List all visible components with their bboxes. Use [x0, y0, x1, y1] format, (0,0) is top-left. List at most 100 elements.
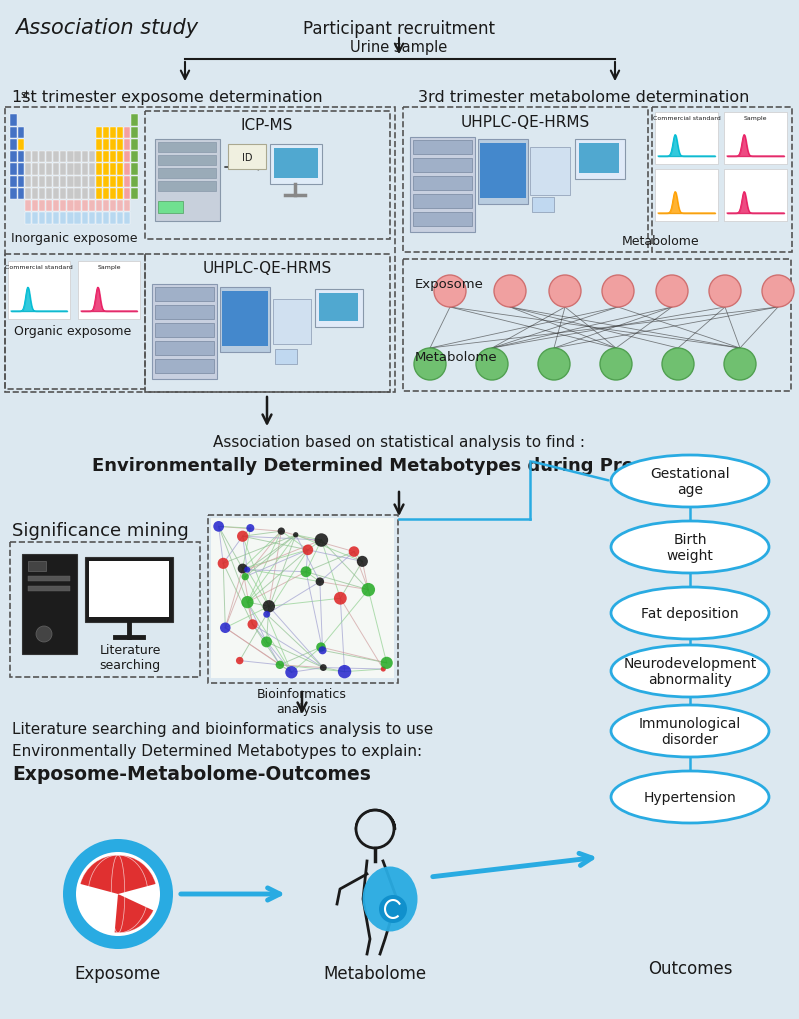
- Text: Sample: Sample: [744, 116, 767, 121]
- Bar: [89, 152, 95, 163]
- Text: ICP-MS: ICP-MS: [240, 118, 293, 132]
- Circle shape: [538, 348, 570, 381]
- Bar: [89, 189, 95, 200]
- Text: 3rd trimester metabolome determination: 3rd trimester metabolome determination: [418, 90, 749, 105]
- Bar: [131, 140, 137, 151]
- Bar: [413, 159, 472, 173]
- Text: Association based on statistical analysis to find :: Association based on statistical analysi…: [213, 434, 585, 449]
- Bar: [652, 108, 792, 253]
- Bar: [96, 152, 102, 163]
- Text: st: st: [20, 90, 29, 100]
- Bar: [28, 561, 46, 572]
- Bar: [124, 189, 130, 200]
- Bar: [274, 149, 318, 178]
- Text: Urine sample: Urine sample: [351, 40, 447, 55]
- Bar: [46, 152, 52, 163]
- Bar: [131, 189, 137, 200]
- Circle shape: [600, 348, 632, 381]
- Bar: [74, 176, 81, 187]
- Text: Exposome-Metabolome-Outcomes: Exposome-Metabolome-Outcomes: [12, 764, 371, 784]
- Circle shape: [277, 528, 285, 535]
- Bar: [110, 213, 117, 224]
- Circle shape: [724, 348, 756, 381]
- Circle shape: [217, 558, 229, 570]
- Circle shape: [300, 567, 312, 578]
- Bar: [158, 143, 216, 153]
- Bar: [10, 164, 17, 175]
- Bar: [270, 145, 322, 184]
- Wedge shape: [114, 894, 153, 933]
- Bar: [131, 164, 137, 175]
- Bar: [81, 201, 88, 212]
- Circle shape: [549, 276, 581, 308]
- Bar: [110, 152, 117, 163]
- Bar: [103, 152, 109, 163]
- Bar: [32, 213, 38, 224]
- Circle shape: [220, 623, 231, 634]
- Bar: [46, 213, 52, 224]
- Circle shape: [357, 556, 368, 568]
- Bar: [10, 140, 17, 151]
- Bar: [145, 255, 390, 392]
- Bar: [124, 201, 130, 212]
- Bar: [74, 201, 81, 212]
- Text: 1st trimester exposome determination: 1st trimester exposome determination: [12, 90, 323, 105]
- Bar: [96, 213, 102, 224]
- Bar: [131, 176, 137, 187]
- Bar: [124, 213, 130, 224]
- Bar: [158, 181, 216, 192]
- Bar: [155, 324, 214, 337]
- Bar: [18, 127, 24, 139]
- Text: UHPLC-QE-HRMS: UHPLC-QE-HRMS: [460, 115, 590, 129]
- Text: Metabolome: Metabolome: [324, 964, 427, 982]
- Bar: [10, 115, 17, 126]
- Bar: [60, 152, 66, 163]
- Bar: [28, 586, 70, 591]
- Bar: [18, 164, 24, 175]
- Bar: [89, 213, 95, 224]
- Text: Hypertension: Hypertension: [644, 790, 737, 804]
- Circle shape: [362, 583, 375, 597]
- Bar: [579, 144, 619, 174]
- Bar: [78, 262, 140, 320]
- Bar: [655, 113, 718, 165]
- Bar: [10, 127, 17, 139]
- Circle shape: [762, 276, 794, 308]
- Circle shape: [414, 348, 446, 381]
- Text: Environmentally Determined Metabotypes during Pregnancy: Environmentally Determined Metabotypes d…: [92, 457, 706, 475]
- Bar: [81, 152, 88, 163]
- Bar: [25, 164, 31, 175]
- Bar: [18, 140, 24, 151]
- Bar: [155, 287, 214, 302]
- Circle shape: [241, 574, 248, 581]
- Bar: [110, 127, 117, 139]
- Bar: [117, 201, 123, 212]
- Bar: [110, 164, 117, 175]
- Bar: [60, 164, 66, 175]
- Bar: [22, 554, 77, 654]
- Bar: [10, 189, 17, 200]
- Bar: [117, 127, 123, 139]
- Bar: [96, 201, 102, 212]
- Bar: [53, 176, 59, 187]
- Bar: [103, 201, 109, 212]
- Text: Fat deposition: Fat deposition: [641, 606, 739, 621]
- Text: Participant recruitment: Participant recruitment: [303, 20, 495, 38]
- Text: Inorganic exposome: Inorganic exposome: [10, 231, 137, 245]
- Text: Organic exposome: Organic exposome: [14, 325, 132, 337]
- Bar: [74, 213, 81, 224]
- Bar: [273, 300, 311, 344]
- Bar: [530, 148, 570, 196]
- Circle shape: [293, 533, 298, 538]
- Circle shape: [248, 620, 257, 630]
- Bar: [89, 201, 95, 212]
- Bar: [74, 164, 81, 175]
- Bar: [96, 176, 102, 187]
- Bar: [74, 152, 81, 163]
- Circle shape: [320, 664, 327, 672]
- Bar: [89, 561, 169, 618]
- Bar: [655, 170, 718, 222]
- Bar: [85, 557, 173, 623]
- Circle shape: [319, 647, 327, 654]
- Bar: [74, 189, 81, 200]
